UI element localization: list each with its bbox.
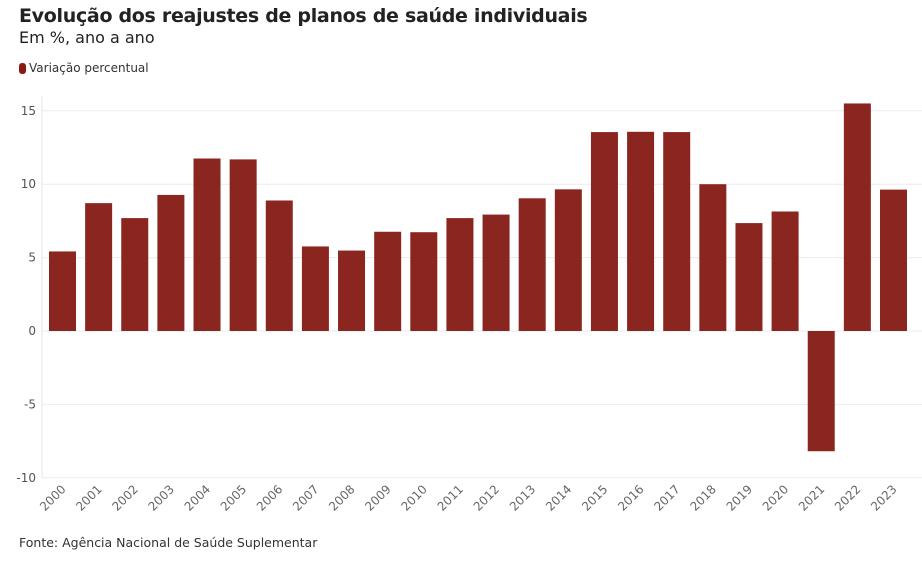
chart-title: Evolução dos reajustes de planos de saúd… — [19, 5, 588, 27]
x-tick-label: 2000 — [37, 482, 68, 513]
bar — [807, 331, 835, 452]
x-tick-label: 2022 — [832, 482, 863, 513]
x-tick-label: 2021 — [796, 482, 827, 513]
x-tick-label: 2010 — [398, 482, 429, 513]
legend: Variação percentual — [19, 61, 149, 75]
bar — [879, 189, 907, 331]
x-tick-label: 2007 — [290, 482, 321, 513]
x-tick-label: 2018 — [687, 482, 718, 513]
y-tick-label: -5 — [24, 397, 36, 411]
x-tick-label: 2009 — [362, 482, 393, 513]
x-tick-label: 2001 — [73, 482, 104, 513]
bar — [85, 203, 113, 331]
y-tick-label: 15 — [21, 104, 36, 118]
bar — [699, 184, 727, 331]
y-tick-label: 10 — [21, 177, 36, 191]
bar — [265, 200, 293, 331]
bar — [338, 250, 366, 331]
x-tick-label: 2011 — [435, 482, 466, 513]
x-tick-label: 2005 — [218, 482, 249, 513]
bar — [121, 218, 149, 331]
bar — [410, 232, 438, 331]
x-tick-label: 2023 — [868, 482, 899, 513]
x-tick-label: 2020 — [760, 482, 791, 513]
x-tick-label: 2013 — [507, 482, 538, 513]
bar — [193, 158, 221, 331]
y-tick-label: -10 — [16, 471, 36, 485]
x-tick-label: 2002 — [109, 482, 140, 513]
x-tick-label: 2012 — [471, 482, 502, 513]
bar — [663, 132, 691, 331]
bar — [554, 189, 582, 331]
x-tick-label: 2004 — [182, 482, 213, 513]
x-tick-label: 2015 — [579, 482, 610, 513]
bar — [518, 198, 546, 331]
legend-swatch — [19, 62, 26, 74]
bar — [374, 231, 402, 331]
y-tick-label: 0 — [28, 324, 36, 338]
bar — [735, 223, 763, 331]
chart-subtitle: Em %, ano a ano — [19, 28, 155, 47]
x-tick-label: 2017 — [651, 482, 682, 513]
bar — [482, 214, 510, 331]
y-tick-label: 5 — [28, 251, 36, 265]
x-tick-label: 2019 — [724, 482, 755, 513]
bar — [843, 103, 871, 332]
x-tick-label: 2003 — [146, 482, 177, 513]
x-tick-label: 2016 — [615, 482, 646, 513]
x-tick-label: 2014 — [543, 482, 574, 513]
x-tick-label: 2008 — [326, 482, 357, 513]
x-tick-label: 2006 — [254, 482, 285, 513]
bar — [771, 211, 799, 331]
bar — [157, 194, 185, 331]
bar — [229, 159, 257, 331]
bar — [627, 131, 655, 331]
bar — [446, 218, 474, 331]
bar — [49, 251, 76, 331]
source-note: Fonte: Agência Nacional de Saúde Supleme… — [19, 535, 318, 550]
bar — [301, 246, 329, 331]
legend-label: Variação percentual — [29, 61, 149, 75]
bar — [590, 132, 618, 331]
